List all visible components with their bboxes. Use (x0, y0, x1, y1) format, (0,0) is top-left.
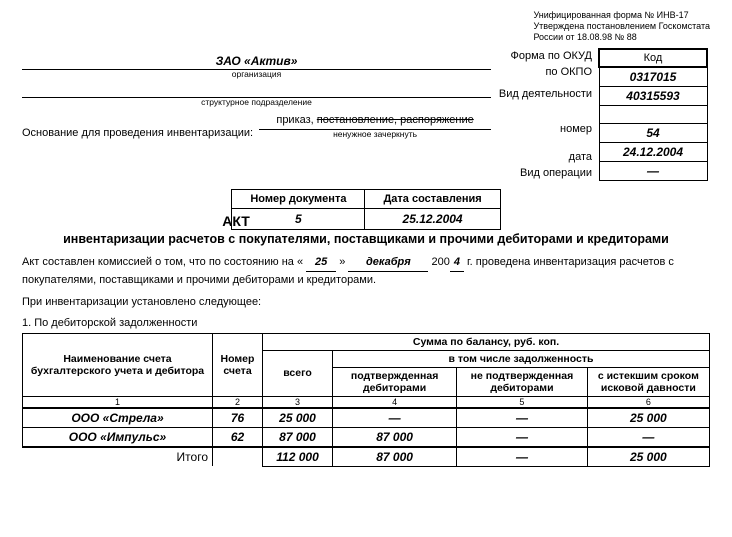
section-1-header: 1. По дебиторской задолженности (22, 317, 710, 329)
col-incl: в том числе задолженность (333, 350, 710, 367)
subdivision-field (22, 82, 491, 98)
okpo-value: 40315593 (599, 87, 707, 106)
cell-unconf: — (457, 408, 588, 428)
number-value: 54 (599, 124, 707, 143)
basis-keep: приказ, (276, 114, 313, 126)
cell-name: ООО «Стрела» (23, 408, 213, 428)
col-total: всего (263, 350, 333, 396)
total-label: Итого (23, 447, 213, 467)
subdivision-sublabel: структурное подразделение (22, 98, 491, 107)
cell-unconf: — (457, 427, 588, 447)
table-row: ООО «Импульс» 62 87 000 87 000 — — (23, 427, 710, 447)
col-acct: Номер счета (213, 333, 263, 396)
month-field: декабря (348, 254, 428, 272)
para-text: Акт составлен комиссией о том, что по со… (22, 256, 303, 268)
cell-name: ООО «Импульс» (23, 427, 213, 447)
total-acct-blank (213, 447, 263, 467)
doc-num-header: Номер документа (232, 190, 365, 209)
day-field: 25 (306, 254, 336, 272)
year-field: 4 (450, 254, 464, 272)
paragraph-2: При инвентаризации установлено следующее… (22, 294, 710, 311)
colnum: 6 (587, 396, 709, 408)
table-row: ООО «Стрела» 76 25 000 — — 25 000 (23, 408, 710, 428)
para-text: » (339, 256, 345, 268)
basis-sublabel: ненужное зачеркнуть (259, 130, 491, 139)
cell-total: 25 000 (263, 408, 333, 428)
cell-total: 87 000 (263, 427, 333, 447)
colnum: 5 (457, 396, 588, 408)
operation-value: — (599, 162, 707, 181)
para-text: 200 (431, 256, 449, 268)
date-value: 24.12.2004 (599, 143, 707, 162)
date-label: дата (491, 149, 598, 165)
basis-label: Основание для проведения инвентаризации: (22, 127, 253, 141)
number-label: номер (491, 108, 598, 148)
total-unconf: — (457, 447, 588, 467)
okud-label: Форма по ОКУД (491, 48, 598, 64)
activity-label: Вид деятельности (491, 80, 598, 108)
cell-exp: 25 000 (587, 408, 709, 428)
total-conf: 87 000 (333, 447, 457, 467)
total-exp: 25 000 (587, 447, 709, 467)
basis-row: Основание для проведения инвентаризации:… (22, 112, 491, 140)
table-total-row: Итого 112 000 87 000 — 25 000 (23, 447, 710, 467)
operation-label: Вид операции (491, 165, 598, 181)
code-table: Код 0317015 40315593 54 24.12.2004 — (598, 48, 708, 181)
debtor-table: Наименование счета бухгалтерского учета … (22, 333, 710, 467)
organization-field: ЗАО «Актив» (22, 54, 491, 70)
col-conf: подтвержденная дебиторами (333, 367, 457, 396)
okud-value: 0317015 (599, 67, 707, 87)
colnum: 3 (263, 396, 333, 408)
note-line: России от 18.08.98 № 88 (533, 32, 710, 43)
organization-sublabel: организация (22, 70, 491, 79)
col-unconf: не подтвержденная дебиторами (457, 367, 588, 396)
note-line: Утверждена постановлением Госкомстата (533, 21, 710, 32)
col-name: Наименование счета бухгалтерского учета … (23, 333, 213, 396)
col-sum: Сумма по балансу, руб. коп. (263, 333, 710, 350)
act-subtitle: инвентаризации расчетов с покупателями, … (22, 232, 710, 246)
header-layout: ЗАО «Актив» организация Форма по ОКУД Ко… (22, 48, 710, 181)
code-header: Код (599, 49, 707, 67)
cell-acct: 76 (213, 408, 263, 428)
basis-value: приказ, постановление, распоряжение (259, 114, 491, 130)
basis-strike: постановление, распоряжение (317, 114, 474, 126)
col-exp: с истекшим сроком исковой давности (587, 367, 709, 396)
note-line: Унифицированная форма № ИНВ-17 (533, 10, 710, 21)
colnum: 1 (23, 396, 213, 408)
activity-value (599, 106, 707, 124)
doc-date-header: Дата составления (365, 190, 500, 209)
cell-exp: — (587, 427, 709, 447)
colnum: 4 (333, 396, 457, 408)
doc-num-value: 5 (232, 209, 365, 230)
cell-conf: 87 000 (333, 427, 457, 447)
form-approval-note: Унифицированная форма № ИНВ-17 Утвержден… (533, 10, 710, 42)
paragraph-1: Акт составлен комиссией о том, что по со… (22, 254, 710, 288)
doc-date-value: 25.12.2004 (365, 209, 500, 230)
document-meta-table: Номер документа Дата составления 5 25.12… (231, 189, 500, 230)
okpo-label: по ОКПО (491, 64, 598, 80)
cell-conf: — (333, 408, 457, 428)
total-total: 112 000 (263, 447, 333, 467)
colnum: 2 (213, 396, 263, 408)
cell-acct: 62 (213, 427, 263, 447)
